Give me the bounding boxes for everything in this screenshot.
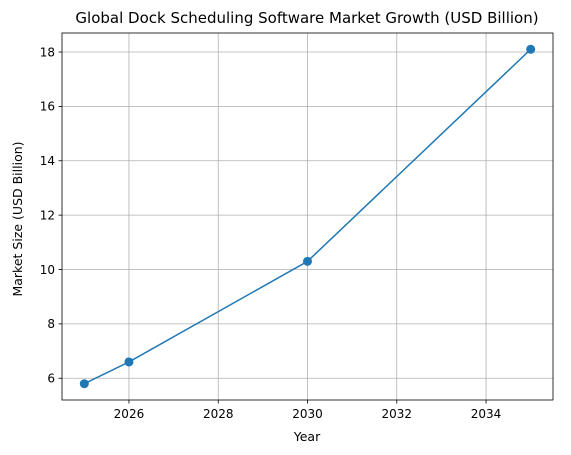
x-axis-label: Year (293, 429, 321, 444)
x-tick-label: 2032 (381, 407, 412, 421)
series-line (83, 48, 532, 385)
data-point (124, 357, 134, 367)
x-tick-label: 2034 (471, 407, 502, 421)
data-point (526, 44, 536, 54)
y-axis-label: Market Size (USD Billion) (10, 141, 25, 296)
grid (62, 33, 553, 400)
y-axis: 6 8 10 12 14 16 18 (40, 45, 62, 386)
y-tick-label: 8 (47, 317, 55, 331)
x-tick-label: 2026 (114, 407, 145, 421)
y-tick-label: 14 (40, 154, 55, 168)
y-tick-label: 10 (40, 263, 55, 277)
y-tick-label: 18 (40, 45, 55, 59)
series-area (79, 44, 536, 389)
data-point (79, 379, 89, 389)
y-tick-label: 12 (40, 208, 55, 222)
x-tick-label: 2030 (292, 407, 323, 421)
chart-title: Global Dock Scheduling Software Market G… (75, 9, 538, 27)
x-axis: 2026 2028 2030 2032 2034 (114, 400, 502, 421)
data-point (303, 256, 312, 266)
x-tick-label: 2028 (203, 407, 234, 421)
y-tick-label: 16 (40, 100, 55, 114)
y-tick-label: 6 (47, 372, 55, 386)
